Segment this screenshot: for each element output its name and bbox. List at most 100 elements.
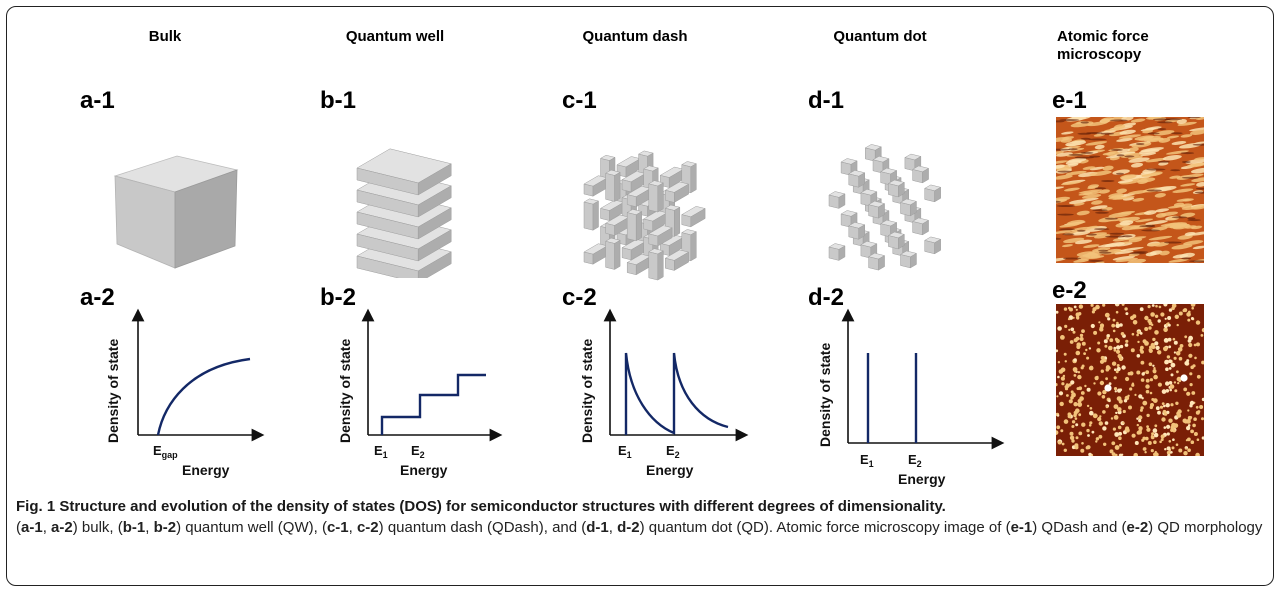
afm-dash-feature: [1115, 257, 1138, 263]
afm-dot-feature: [1161, 402, 1165, 405]
afm-dot-feature: [1155, 304, 1158, 308]
afm-dot-feature: [1136, 370, 1141, 375]
afm-dot-feature: [1173, 356, 1177, 360]
afm-dot-feature: [1073, 338, 1078, 343]
afm-dot-feature: [1075, 308, 1078, 311]
afm-dot-feature: [1112, 427, 1116, 431]
qdash-pillar-side: [690, 208, 706, 228]
afm-dash-feature: [1184, 225, 1197, 229]
afm-dot-feature: [1069, 307, 1073, 312]
afm-dash-feature: [1085, 141, 1108, 146]
afm-dot-feature: [1178, 448, 1183, 453]
afm-dot-feature: [1111, 452, 1116, 456]
afm-dot-feature: [1146, 427, 1151, 432]
afm-dash-feature: [1128, 238, 1143, 243]
qw-slab-side: [417, 163, 452, 196]
afm-dot-feature: [1136, 417, 1139, 420]
afm-trench: [1056, 200, 1061, 203]
afm-trench: [1101, 180, 1115, 182]
afm-dash-feature: [1061, 181, 1082, 186]
afm-dot-feature: [1117, 388, 1122, 393]
afm-dot-feature: [1118, 436, 1122, 440]
qdot-cube-front: [828, 246, 840, 261]
afm-dot-feature: [1113, 348, 1117, 352]
qdot-cube-side: [898, 181, 905, 198]
afm-dot-feature: [1080, 391, 1085, 395]
qdash-pillar-front: [648, 183, 659, 213]
afm-dash-feature: [1117, 179, 1133, 184]
afm-dot-feature: [1105, 405, 1109, 409]
afm-dash-feature: [1112, 255, 1135, 261]
panel-label-c1: c-1: [562, 87, 597, 114]
qdash-pillar-front: [648, 233, 659, 247]
afm-dot-feature: [1079, 396, 1084, 401]
afm-dot-feature: [1061, 382, 1065, 386]
afm-dash-feature: [1176, 119, 1187, 124]
afm-dot-feature: [1057, 326, 1062, 331]
afm-dot-feature: [1186, 312, 1191, 317]
afm-dot-feature: [1118, 453, 1123, 456]
afm-dot-feature: [1175, 401, 1179, 405]
afm-dot-feature: [1160, 312, 1165, 317]
afm-dot-feature: [1148, 362, 1153, 366]
afm-dot-feature: [1068, 328, 1071, 331]
afm-dash-feature: [1059, 223, 1080, 228]
afm-dash-feature: [1130, 118, 1146, 123]
afm-dot-feature: [1057, 440, 1062, 445]
afm-dash-feature: [1185, 158, 1204, 164]
afm-dot-feature: [1073, 305, 1077, 309]
afm-dot-feature: [1073, 413, 1077, 418]
afm-dash-feature: [1154, 192, 1166, 198]
panel-label-e2: e-2: [1052, 277, 1087, 304]
afm-dot-feature: [1056, 414, 1060, 417]
afm-dot-feature: [1077, 371, 1081, 374]
caption-ref-b1: b-1: [122, 519, 146, 536]
afm-dot-feature: [1097, 417, 1102, 422]
qdash-pillar-front: [621, 179, 632, 193]
afm-dot-feature: [1184, 420, 1188, 424]
afm-dot-feature: [1136, 333, 1139, 337]
afm-dot-feature: [1106, 334, 1110, 338]
afm-trench: [1171, 216, 1188, 219]
afm-dot-feature: [1133, 452, 1138, 456]
afm-dash-feature: [1191, 176, 1204, 182]
qdash-pillar-front: [621, 247, 632, 261]
afm-dot-feature: [1084, 384, 1087, 388]
qdash-pillar-side: [657, 182, 664, 213]
dos-spikes: [624, 352, 729, 435]
afm-trench: [1087, 233, 1097, 236]
afm-dash-feature: [1140, 147, 1164, 153]
afm-dot-feature: [1163, 327, 1168, 333]
afm-dot-feature: [1190, 440, 1195, 444]
qdot-cube-side: [934, 238, 941, 255]
afm-dot-feature: [1105, 367, 1110, 372]
afm-dash-feature: [1060, 138, 1073, 143]
afm-dot-feature: [1196, 374, 1201, 379]
y-axis-label: Density of state: [337, 339, 353, 443]
afm-dot-feature: [1168, 440, 1172, 443]
afm-dot-feature: [1189, 383, 1193, 387]
afm-dot-feature: [1093, 330, 1098, 335]
tick-label-e1: E1: [374, 443, 388, 460]
afm-dot-feature: [1102, 426, 1107, 431]
afm-dot-feature: [1189, 416, 1193, 419]
afm-dot-feature: [1184, 335, 1188, 339]
afm-dot-feature: [1109, 338, 1114, 343]
afm-dot-feature: [1176, 413, 1182, 418]
qw-slab-side: [417, 229, 452, 262]
afm-dash-feature: [1061, 244, 1073, 248]
afm-dash-feature: [1184, 231, 1196, 236]
afm-dot-feature: [1115, 411, 1118, 415]
afm-dot-feature: [1071, 420, 1076, 424]
afm-dot-feature: [1191, 391, 1196, 395]
afm-dash-feature: [1056, 160, 1069, 165]
afm-dot-feature: [1081, 341, 1086, 346]
qdash-pillar-side: [674, 251, 689, 271]
qdash-pillar-front: [600, 208, 610, 221]
afm-trench: [1187, 217, 1196, 220]
afm-dot-feature: [1080, 448, 1085, 453]
afm-trench: [1076, 229, 1086, 232]
afm-dot-feature: [1146, 413, 1150, 418]
caption-ref-a1: a-1: [21, 519, 43, 536]
afm-dot-feature: [1138, 419, 1142, 423]
